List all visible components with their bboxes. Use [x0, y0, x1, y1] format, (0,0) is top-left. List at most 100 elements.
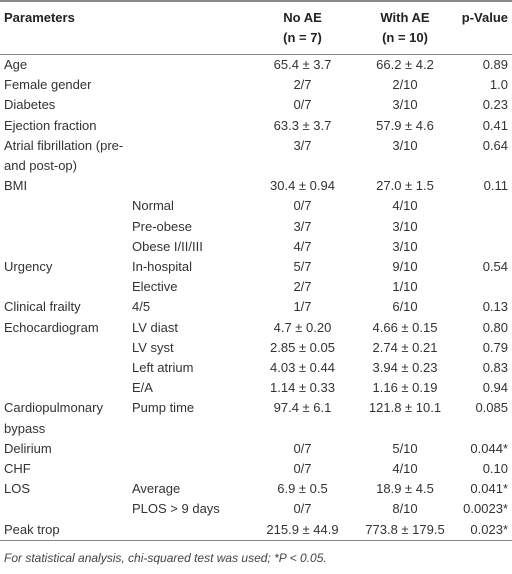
table-row: Peak trop 215.9 ± 44.9 773.8 ± 179.5 0.023*	[0, 519, 512, 541]
table-cell: E/A	[132, 380, 153, 396]
table-cell: 4.66 ± 0.15	[372, 319, 438, 335]
table-cell: 3/10	[392, 218, 418, 234]
table-cell: 1.0	[489, 77, 508, 93]
header-row: Parameters No AE (n = 7) With AE (n = 10) …	[0, 0, 512, 55]
table-row: Cardiopulmonary bypass Pump time 97.4 ± 6.…	[0, 398, 512, 438]
table-cell: Average	[132, 481, 181, 497]
table-cell	[0, 378, 128, 398]
table-cell: Age	[4, 57, 28, 72]
table-row: Female gender 2/7 2/10 1.0	[0, 75, 512, 95]
header-text: No AE	[283, 10, 322, 25]
table-row: PLOS > 9 days 0/7 8/10 0.0023*	[0, 499, 512, 519]
table-cell	[455, 217, 512, 237]
table-cell: 1.14 ± 0.33	[270, 380, 335, 396]
table-cell: 8/10	[392, 501, 418, 517]
table-cell: 2.74 ± 0.21	[372, 339, 438, 355]
table-cell	[455, 237, 512, 257]
table-row: Delirium 0/7 5/10 0.044*	[0, 439, 512, 459]
table-cell: LV syst	[132, 339, 174, 355]
table-cell: Pre-obese	[132, 218, 192, 234]
table-row: Pre-obese 3/7 3/10	[0, 217, 512, 237]
table-cell: 0.94	[482, 380, 508, 396]
table-cell: Atrial fibrillation (pre- and post-op)	[4, 137, 124, 174]
table-cell: 3/7	[293, 137, 312, 153]
table-cell: 0.79	[482, 339, 508, 355]
table-cell	[128, 95, 250, 115]
table-cell	[455, 196, 512, 216]
table-cell: Echocardiogram	[4, 319, 99, 335]
header-cell: Parameters	[0, 0, 128, 55]
table-cell: 0/7	[293, 198, 312, 214]
table-row: Elective 2/7 1/10	[0, 277, 512, 297]
table-cell: Female gender	[4, 77, 92, 93]
table-cell: PLOS > 9 days	[132, 501, 220, 517]
table-cell: 0.044*	[470, 440, 508, 456]
table-cell: Clinical frailty	[4, 299, 81, 315]
data-table: Parameters No AE (n = 7) With AE (n = 10) …	[0, 0, 512, 541]
table-row: Atrial fibrillation (pre- and post-op) 3/…	[0, 136, 512, 176]
table-cell: 773.8 ± 179.5	[355, 519, 455, 541]
table-cell	[0, 499, 128, 519]
table-cell: 0/7	[293, 501, 312, 517]
table-cell	[128, 136, 250, 176]
table-cell: 4/10	[392, 198, 418, 214]
table-row: Clinical frailty 4/5 1/7 6/10 0.13	[0, 297, 512, 317]
table-cell: 3/10	[392, 97, 418, 113]
table-cell: Obese I/II/III	[132, 238, 203, 254]
table-cell: LV diast	[132, 319, 179, 335]
header-cell: No AE (n = 7)	[250, 0, 355, 55]
table-cell	[128, 519, 250, 541]
table-cell	[0, 358, 128, 378]
table-body: Age 65.4 ± 3.7 66.2 ± 4.2 0.89 Female gender…	[0, 55, 512, 541]
table-cell	[128, 459, 250, 479]
header-cell	[128, 0, 250, 55]
table-cell: 1/10	[392, 279, 418, 295]
table-cell: Cardiopulmonary bypass	[4, 400, 103, 436]
table-cell: Normal	[132, 198, 174, 214]
table-cell: 3/7	[293, 218, 312, 234]
footnote: For statistical analysis, chi-squared te…	[4, 550, 327, 565]
table-cell: 3.94 ± 0.23	[372, 360, 438, 376]
table-cell: 3/10	[392, 238, 418, 254]
table-cell: BMI	[4, 178, 28, 194]
table-cell: Elective	[132, 279, 178, 295]
table-row: E/A 1.14 ± 0.33 1.16 ± 0.19 0.94	[0, 378, 512, 398]
table-cell: 0.13	[482, 299, 508, 315]
table-row: Ejection fraction 63.3 ± 3.7 57.9 ± 4.6 0.4…	[0, 116, 512, 136]
table-row: Normal 0/7 4/10	[0, 196, 512, 216]
table-cell: 215.9 ± 44.9	[250, 519, 355, 541]
table-cell: 30.4 ± 0.94	[270, 178, 335, 194]
table-cell: 0.0023*	[463, 501, 508, 517]
table-row: CHF 0/7 4/10 0.10	[0, 459, 512, 479]
table-cell: 65.4 ± 3.7	[273, 57, 332, 72]
table-cell: Urgency	[4, 259, 53, 275]
table-row: BMI 30.4 ± 0.94 27.0 ± 1.5 0.11	[0, 176, 512, 196]
header-text: Parameters	[4, 10, 75, 25]
table-cell: 1.16 ± 0.19	[372, 380, 438, 396]
table-cell: 0.041*	[470, 481, 508, 497]
table-cell: 2.85 ± 0.05	[270, 339, 335, 355]
table-cell	[0, 237, 128, 257]
table-cell: 0/7	[293, 461, 312, 477]
table-cell: Diabetes	[4, 97, 56, 113]
table-cell: 0/7	[293, 97, 312, 113]
table-cell: 63.3 ± 3.7	[273, 117, 332, 133]
table-cell: 3/10	[392, 137, 418, 153]
table-row: Echocardiogram LV diast 4.7 ± 0.20 4.66 ± 0…	[0, 318, 512, 338]
table-cell: 9/10	[392, 259, 418, 275]
table-cell	[0, 196, 128, 216]
header-text: p-Value	[461, 10, 508, 25]
table-cell: 97.4 ± 6.1	[273, 400, 332, 416]
table-cell: In-hospital	[132, 259, 192, 275]
table-cell: 0.41	[482, 117, 508, 133]
table-cell: LOS	[4, 481, 31, 497]
table-cell: Delirium	[4, 440, 52, 456]
table-cell: 0/7	[293, 440, 312, 456]
table-cell: 121.8 ± 10.1	[368, 400, 442, 416]
table-cell	[128, 439, 250, 459]
table-cell	[128, 55, 250, 76]
table-cell: Left atrium	[132, 360, 194, 376]
table-cell	[0, 277, 128, 297]
table-cell: 27.0 ± 1.5	[376, 178, 434, 194]
